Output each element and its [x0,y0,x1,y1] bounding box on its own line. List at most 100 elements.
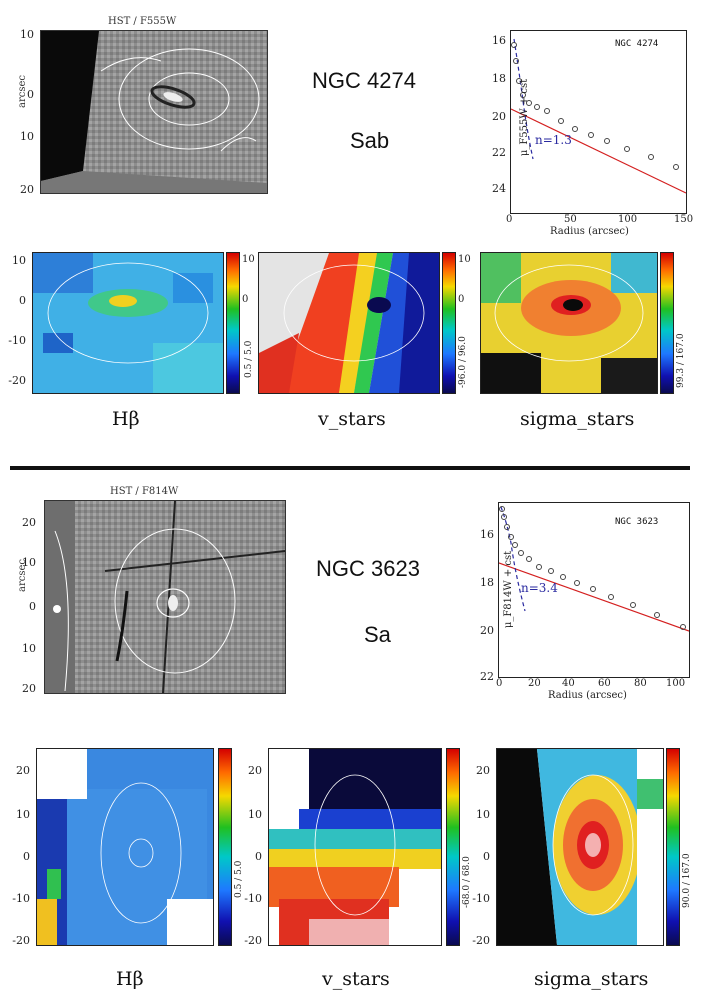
galaxy-name: NGC 3623 [316,556,420,581]
profile-ytick: 20 [492,110,506,123]
profile-plot-graphic [510,38,687,194]
hst-image-graphic [45,501,285,693]
sigma-map-graphic [497,749,663,945]
colorbar-tick: 10 [458,254,471,265]
hst-ytick: 10 [22,556,36,569]
hbeta-map-graphic [33,253,223,393]
profile-ylabel: μ_F555W + cst [519,78,531,157]
profile-data-points [511,42,679,170]
profile-xtick: 40 [562,678,575,689]
map-ytick: -10 [244,892,262,905]
map-ytick: 10 [12,254,26,267]
colorbar-range-label: 99.3 / 167.0 [676,333,686,388]
vstars-colorbar [442,252,456,394]
section-divider [10,466,690,470]
map-title: sigma_stars [520,408,635,430]
map-title: v_stars [322,968,390,990]
profile-plot-graphic [498,506,690,632]
map-title: Hβ [112,408,140,430]
profile-xtick: 0 [506,214,513,225]
profile-ytick: 24 [492,182,506,195]
map-ytick: 10 [248,808,262,821]
colorbar-tick: 0 [242,294,249,305]
profile-ytick: 20 [480,624,494,637]
profile-xtick: 0 [496,678,503,689]
map-ytick: -10 [8,334,26,347]
galaxy-morphology: Sab [350,128,390,153]
hst-image-title: HST / F814W [110,486,179,497]
map-ytick: -10 [472,892,490,905]
profile-label: NGC 3623 [615,517,659,527]
hbeta-map-graphic [37,749,213,945]
hst-ytick: 0 [27,88,34,101]
profile-xtick: 80 [634,678,647,689]
hbeta-colorbar [218,748,232,946]
map-ytick: 0 [23,850,30,863]
colorbar-range-label: 0.5 / 5.0 [244,340,254,378]
map-ytick: 20 [248,764,262,777]
hst-ytick: 10 [20,28,34,41]
profile-xtick: 20 [528,678,541,689]
sigma-map-ngc4274 [480,252,658,394]
hst-ytick: 20 [22,516,36,529]
map-ytick: 20 [16,764,30,777]
galaxy-morphology: Sa [364,622,391,647]
colorbar-tick: 0 [458,294,465,305]
profile-xtick: 60 [598,678,611,689]
profile-plot-ngc3623: NGC 3623 n=3.4 [498,502,690,678]
hst-ytick: 20 [20,183,34,196]
colorbar-range-label: -96.0 / 96.0 [458,336,468,388]
vstars-map-ngc3623 [268,748,442,946]
vstars-colorbar [446,748,460,946]
map-ytick: -20 [8,374,26,387]
hst-ytick: 20 [22,682,36,695]
profile-ylabel: μ_F814W + cst [503,550,515,629]
disk-fit-line [510,108,687,194]
sersic-index-label: n=1.3 [535,133,572,147]
map-ytick: -20 [244,934,262,947]
profile-ytick: 16 [480,528,494,541]
map-ytick: 0 [483,850,490,863]
vstars-map-ngc4274 [258,252,440,394]
profile-xtick: 100 [618,214,638,225]
sigma-map-ngc3623 [496,748,664,946]
hbeta-colorbar [226,252,240,394]
profile-ytick: 22 [492,146,506,159]
profile-xtick: 100 [666,678,686,689]
profile-ytick: 22 [480,670,494,683]
profile-xlabel: Radius (arcsec) [550,226,629,237]
map-ytick: 0 [255,850,262,863]
hst-ytick: 0 [29,600,36,613]
hst-image-title: HST / F555W [108,16,177,27]
vstars-map-graphic [259,253,439,393]
hbeta-map-ngc4274 [32,252,224,394]
map-ytick: -20 [12,934,30,947]
profile-label: NGC 4274 [615,39,659,49]
map-ytick: -10 [12,892,30,905]
galaxy-name: NGC 4274 [312,68,416,93]
disk-fit-line [498,562,690,632]
hst-image-graphic [41,31,267,193]
colorbar-tick: 10 [242,254,255,265]
hbeta-map-ngc3623 [36,748,214,946]
vstars-map-graphic [269,749,441,945]
hst-image-ngc4274 [40,30,268,194]
map-ytick: 10 [476,808,490,821]
profile-data-points [499,506,686,630]
map-ytick: 0 [19,294,26,307]
colorbar-range-label: 90.0 / 167.0 [682,853,692,908]
profile-xtick: 50 [564,214,577,225]
profile-ytick: 18 [480,576,494,589]
map-ytick: -20 [472,934,490,947]
sersic-index-label: n=3.4 [521,581,558,595]
hst-ytick: 10 [22,642,36,655]
sigma-colorbar [666,748,680,946]
map-title: v_stars [318,408,386,430]
map-title: Hβ [116,968,144,990]
map-ytick: 20 [476,764,490,777]
hst-ytick: 10 [20,130,34,143]
sigma-map-graphic [481,253,657,393]
profile-xlabel: Radius (arcsec) [548,690,627,701]
hst-image-ngc3623 [44,500,286,694]
sersic-fit-line [500,506,526,612]
